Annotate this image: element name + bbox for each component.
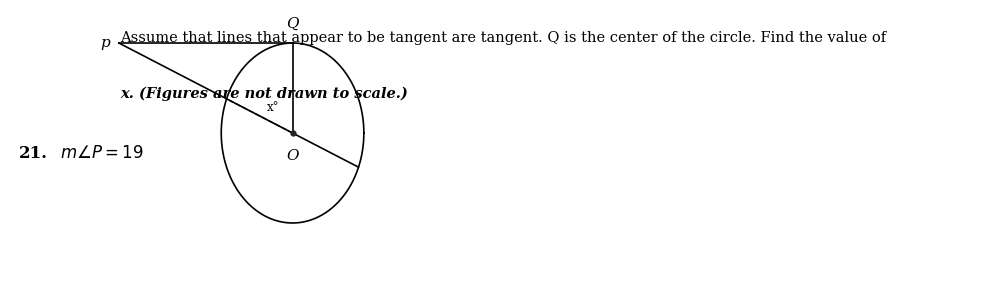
Text: x. (Figures are not drawn to scale.): x. (Figures are not drawn to scale.) — [120, 86, 407, 101]
Text: O: O — [286, 149, 298, 163]
Text: $m\angle P = 19$: $m\angle P = 19$ — [59, 145, 143, 162]
Text: x°: x° — [267, 101, 279, 114]
Text: 21.: 21. — [18, 145, 47, 162]
Text: p: p — [100, 36, 110, 50]
Text: Assume that lines that appear to be tangent are tangent. Q is the center of the : Assume that lines that appear to be tang… — [120, 31, 886, 45]
Text: Q: Q — [286, 17, 298, 31]
